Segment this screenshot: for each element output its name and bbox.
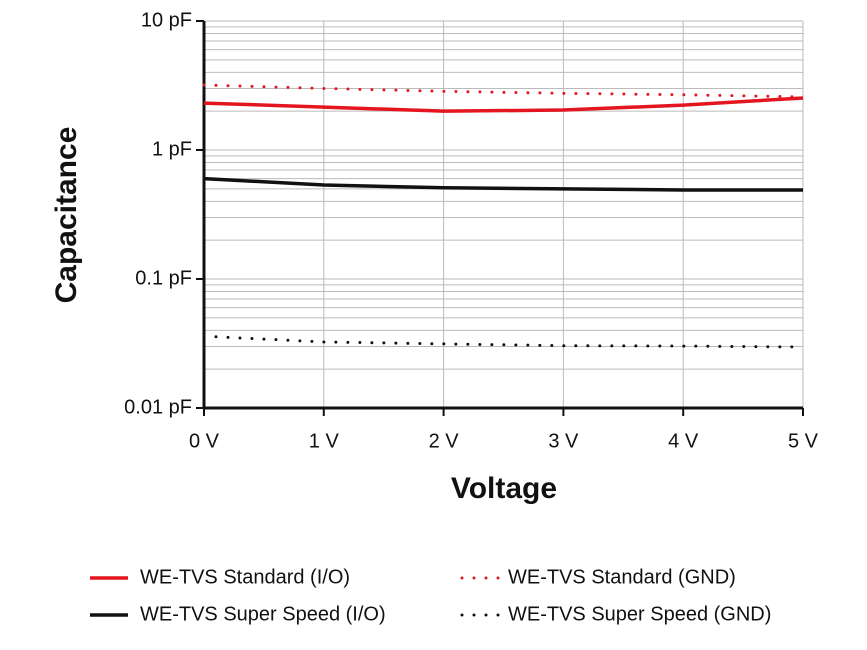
series-line bbox=[203, 176, 803, 192]
series-line bbox=[202, 334, 805, 349]
y-tick-label: 1 pF bbox=[152, 138, 192, 160]
y-axis-title: Capacitance bbox=[50, 127, 83, 304]
y-tick-label: 0.1 pF bbox=[135, 267, 192, 289]
x-tick-label: 5 V bbox=[788, 430, 819, 452]
y-tick-label: 0.01 pF bbox=[124, 396, 192, 418]
x-tick-label: 3 V bbox=[548, 430, 579, 452]
legend-label: WE-TVS Standard (GND) bbox=[508, 566, 736, 588]
legend-label: WE-TVS Super Speed (GND) bbox=[508, 603, 771, 625]
x-tick-label: 0 V bbox=[189, 430, 220, 452]
series-line bbox=[202, 83, 805, 99]
x-tick-label: 4 V bbox=[668, 430, 699, 452]
legend-label: WE-TVS Super Speed (I/O) bbox=[140, 603, 386, 625]
x-tick-label: 2 V bbox=[429, 430, 460, 452]
x-axis-title: Voltage bbox=[451, 472, 557, 505]
series-line bbox=[203, 96, 804, 113]
y-tick-label: 10 pF bbox=[141, 9, 192, 31]
legend-label: WE-TVS Standard (I/O) bbox=[140, 566, 350, 588]
x-tick-label: 1 V bbox=[309, 430, 340, 452]
